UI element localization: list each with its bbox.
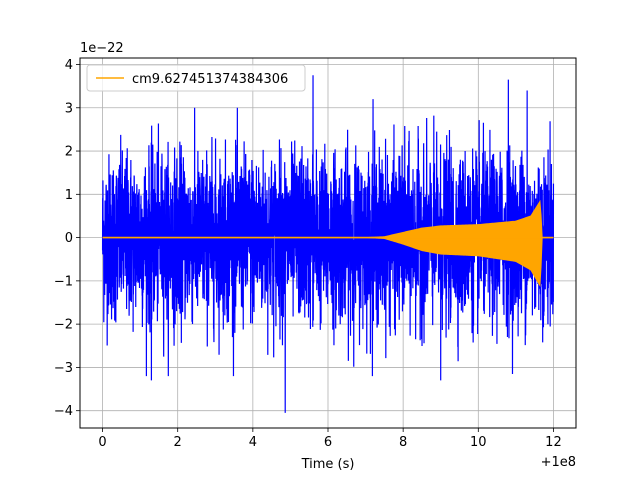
x-axis-label: Time (s): [301, 457, 355, 472]
legend-box: [86, 64, 306, 92]
x-tick-label: 12: [545, 435, 562, 450]
y-tick-label: 2: [65, 145, 73, 160]
legend-label-orange: cm9.627451374384306: [132, 72, 288, 87]
x-tick-label: 8: [399, 435, 407, 450]
y-tick-label: 1: [65, 188, 73, 203]
x-tick-label: 10: [470, 435, 487, 450]
x-offset-label: +1e8: [541, 455, 576, 470]
legend: cm9.627451374384306: [86, 64, 306, 92]
y-tick-label: −2: [54, 318, 73, 333]
y-scale-label: 1e−22: [80, 41, 124, 56]
blue-noise-line: [101, 75, 555, 413]
x-tick-label: 0: [98, 435, 106, 450]
y-tick-label: −3: [54, 361, 73, 376]
x-tick-label: 6: [324, 435, 332, 450]
x-tick-label: 4: [249, 435, 257, 450]
orange-template-series: [102, 199, 554, 288]
x-tick-label: 2: [174, 435, 182, 450]
y-tick-label: −4: [54, 404, 73, 419]
y-tick-label: 3: [65, 101, 73, 116]
y-tick-label: 0: [65, 231, 73, 246]
blue-noise-series: [101, 75, 555, 413]
y-tick-label: 4: [65, 58, 73, 73]
y-tick-label: −1: [54, 274, 73, 289]
